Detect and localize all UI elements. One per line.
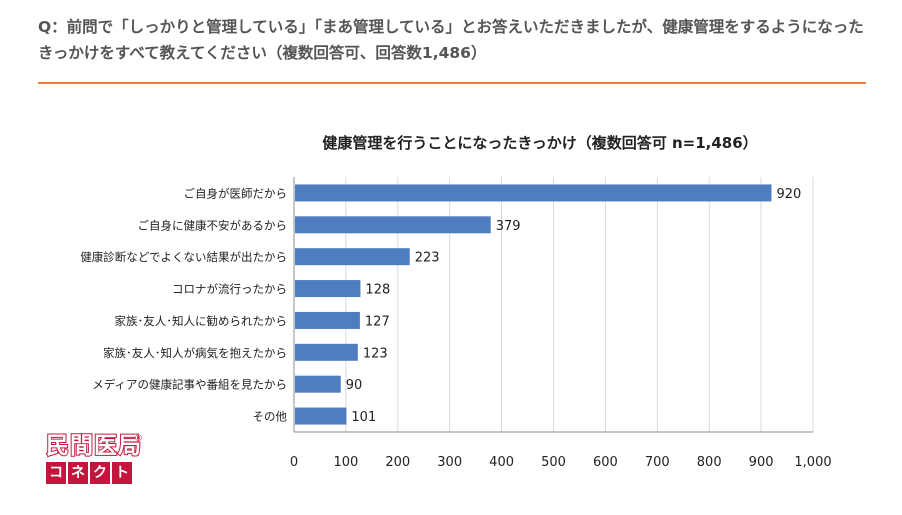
category-label: ご自身が医師だから: [184, 186, 288, 200]
bar: [295, 343, 358, 361]
category-label: 健康診断などでよくない結果が出たから: [80, 250, 287, 264]
bar: [295, 248, 410, 266]
chart-title: 健康管理を行うことになったきっかけ（複数回答可 n=1,486）: [322, 134, 758, 152]
bar: [295, 375, 341, 393]
divider: [38, 82, 866, 84]
registered-mark-icon: ®: [134, 434, 143, 444]
category-label: ご自身に健康不安があるから: [138, 218, 288, 232]
bar: [295, 311, 360, 329]
category-label: 家族･友人･知人が病気を抱えたから: [103, 346, 287, 360]
x-tick-label: 900: [749, 455, 774, 470]
category-label: 家族･友人･知人に勧められたから: [115, 314, 288, 328]
brand-char: ト: [112, 462, 132, 484]
data-label: 128: [365, 283, 390, 298]
category-label: メディアの健康記事や番組を見たから: [92, 378, 287, 392]
data-label: 920: [776, 187, 801, 202]
brand-char: ネ: [68, 462, 88, 484]
question-text: Q：前問で「しっかりと管理している」「まあ管理している」とお答えいただきましたが…: [38, 18, 864, 62]
data-label: 223: [415, 251, 440, 266]
x-tick-label: 800: [697, 455, 722, 470]
x-tick-label: 300: [437, 455, 462, 470]
x-tick-label: 700: [645, 455, 670, 470]
brand-char: コ: [46, 462, 66, 484]
x-tick-label: 200: [385, 455, 410, 470]
x-tick-label: 100: [333, 455, 358, 470]
bar: [295, 407, 347, 425]
brand-name-bottom: コ ネ ク ト: [46, 462, 142, 484]
x-tick-label: 0: [290, 455, 298, 470]
x-tick-label: 400: [489, 455, 514, 470]
data-label: 379: [496, 219, 521, 234]
brand-char: ク: [90, 462, 110, 484]
data-label: 90: [346, 378, 363, 393]
bar: [295, 216, 491, 234]
brand-logo: 民間医局 ® コ ネ ク ト: [45, 432, 143, 492]
data-label: 123: [363, 346, 388, 361]
x-tick-label: 500: [541, 455, 566, 470]
bar: [295, 280, 361, 298]
category-label: その他: [253, 410, 288, 424]
category-label: コロナが流行ったから: [172, 282, 287, 296]
x-tick-label: 1,000: [794, 455, 831, 470]
data-label: 101: [351, 410, 376, 425]
bar: [295, 184, 772, 202]
x-tick-label: 600: [593, 455, 618, 470]
data-label: 127: [365, 314, 390, 329]
brand-name-top: 民間医局: [45, 432, 142, 460]
